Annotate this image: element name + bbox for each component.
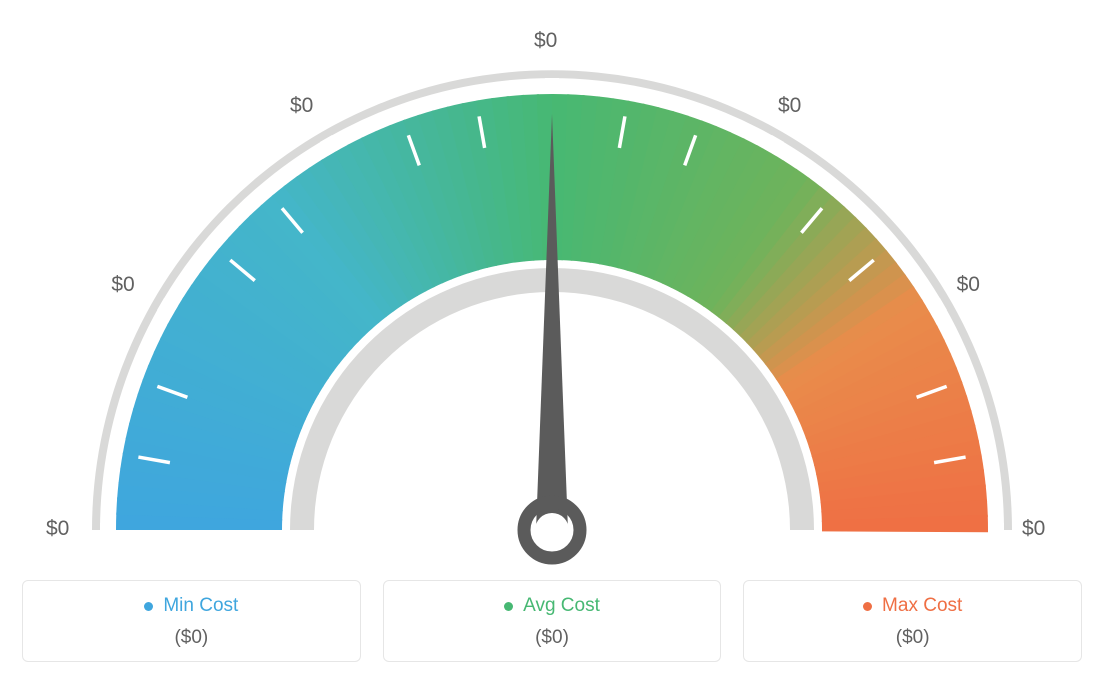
gauge-tick-label: $0 [534,29,557,53]
gauge-tick-label: $0 [1022,517,1045,541]
gauge-svg [0,10,1104,570]
legend-dot-max [863,602,872,611]
gauge-tick-label: $0 [46,517,69,541]
gauge-tick-label: $0 [290,94,313,118]
legend-value-max: ($0) [896,627,930,649]
legend-label-min: Min Cost [163,595,238,617]
legend-value-min: ($0) [174,627,208,649]
legend-label-max: Max Cost [882,595,962,617]
legend-header-min: Min Cost [144,595,238,617]
legend-dot-avg [504,602,513,611]
gauge-chart: $0 $0 $0 $0 $0 $0 $0 [0,10,1104,570]
gauge-tick-label: $0 [111,273,134,297]
legend-card-max: Max Cost ($0) [743,580,1082,662]
gauge-tick-label: $0 [778,94,801,118]
legend-card-min: Min Cost ($0) [22,580,361,662]
legend-header-avg: Avg Cost [504,595,600,617]
legend-label-avg: Avg Cost [523,595,600,617]
legend-row: Min Cost ($0) Avg Cost ($0) Max Cost ($0… [22,580,1082,662]
legend-header-max: Max Cost [863,595,962,617]
legend-value-avg: ($0) [535,627,569,649]
legend-dot-min [144,602,153,611]
gauge-tick-label: $0 [957,273,980,297]
legend-card-avg: Avg Cost ($0) [383,580,722,662]
